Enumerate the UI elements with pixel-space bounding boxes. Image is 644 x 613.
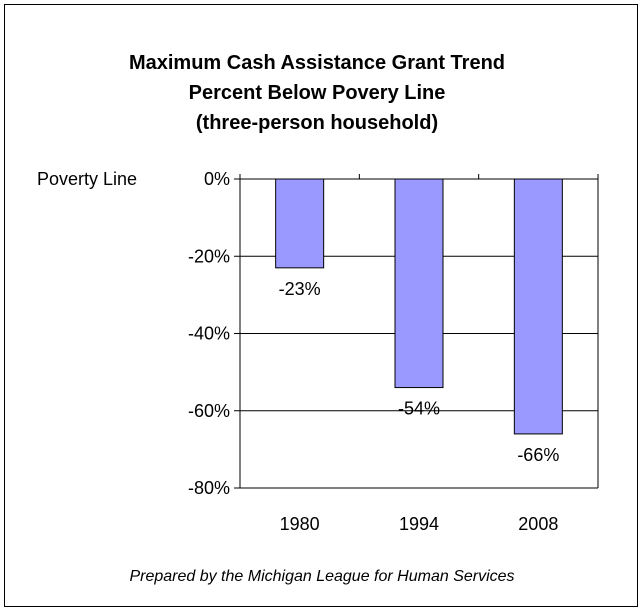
chart-title-line-3: (three-person household)	[195, 112, 439, 134]
y-tick-label: -60%	[188, 401, 230, 421]
bar	[394, 178, 444, 389]
x-category-label: 1980	[280, 514, 320, 534]
bar	[275, 178, 325, 269]
bar	[513, 178, 563, 435]
y-tick-label: -80%	[188, 478, 230, 498]
poverty-line-label: Poverty Line	[37, 169, 137, 189]
y-tick-label: -20%	[188, 246, 230, 266]
y-tick-label: 0%	[204, 169, 230, 189]
data-label: -66%	[517, 445, 559, 465]
chart-title: Maximum Cash Assistance Grant Trend Perc…	[0, 48, 634, 138]
chart-title-line-1: Maximum Cash Assistance Grant Trend	[128, 52, 506, 74]
source-note: Prepared by the Michigan League for Huma…	[129, 568, 515, 585]
x-category-label: 1994	[399, 514, 439, 534]
y-tick-label: -40%	[188, 324, 230, 344]
chart-title-line-2: Percent Below Povery Line	[188, 82, 446, 104]
x-category-label: 2008	[518, 514, 558, 534]
data-label: -54%	[398, 399, 440, 419]
data-label: -23%	[279, 279, 321, 299]
